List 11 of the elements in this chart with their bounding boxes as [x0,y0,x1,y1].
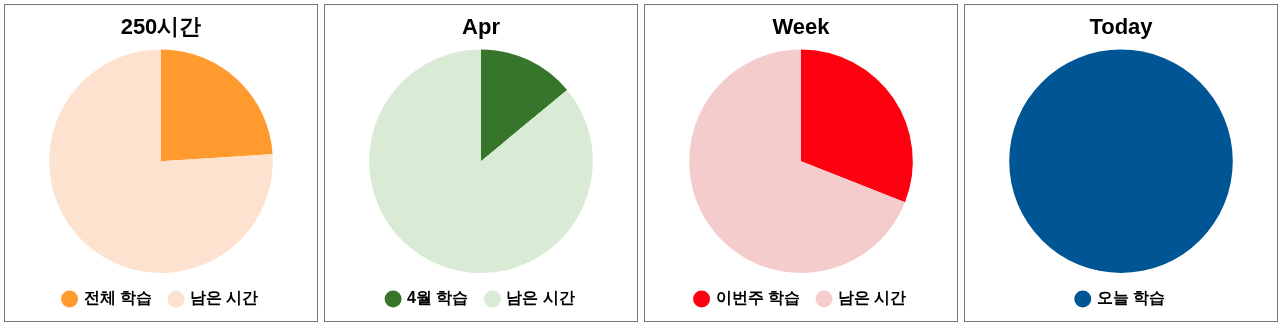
chart-title: Week [772,14,831,40]
legend-label: 남은 시간 [838,289,907,307]
legend-label: 오늘 학습 [1096,289,1166,307]
legend-label: 전체 학습 [83,289,153,307]
chart-title: Apr [462,14,501,40]
chart-title: Today [1089,14,1154,40]
chart-title: 250시간 [120,14,202,40]
legend-label: 이번주 학습 [715,289,801,307]
legend-label: 4월 학습 [407,289,469,307]
legend-label: 남은 시간 [506,289,575,307]
legend-label: 남은 시간 [190,289,259,307]
